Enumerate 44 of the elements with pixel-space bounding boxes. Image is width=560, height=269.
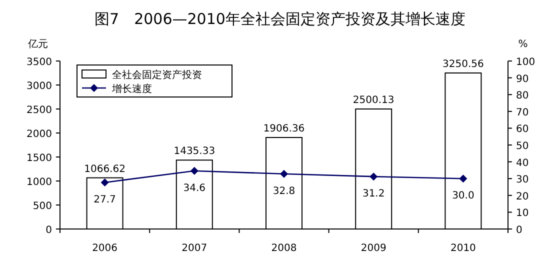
point — [190, 166, 198, 175]
point — [459, 174, 468, 183]
x-tick-label: 2009 — [360, 243, 386, 254]
data-label: 1906.36 — [263, 123, 305, 134]
data-label: 30.0 — [452, 190, 474, 202]
y2-tick-label: 90 — [516, 74, 529, 85]
data-label: 34.6 — [183, 182, 206, 194]
x-tick-label: 2010 — [450, 243, 476, 254]
y-tick-label: 1500 — [26, 153, 52, 164]
data-label: 1066.62 — [84, 164, 126, 175]
y2-tick-label: 30 — [516, 174, 529, 186]
point — [370, 172, 378, 181]
y2-tick-label: 60 — [516, 124, 529, 136]
y-tick-label: 2500 — [26, 105, 52, 116]
y-tick-label: 3000 — [26, 81, 52, 92]
x-tick-label: 2007 — [182, 243, 208, 254]
x-tick-label: 2008 — [271, 243, 297, 254]
legend-label: 全社会固定资产投资 — [112, 69, 202, 81]
data-label: 1435.33 — [174, 146, 216, 158]
y2-tick-label: 80 — [516, 90, 529, 102]
data-label: 31.2 — [362, 188, 385, 200]
y2-tick-label: 20 — [516, 191, 529, 202]
legend-label: 增长速度 — [111, 83, 152, 95]
y2-tick-label: 70 — [516, 107, 529, 118]
y-tick-label: 2000 — [26, 129, 52, 140]
y-tick-label: 0 — [46, 225, 52, 236]
y-tick-label: 1000 — [26, 177, 52, 188]
data-label: 2500.13 — [352, 94, 394, 106]
data-label: 3250.56 — [442, 58, 484, 70]
y2-tick-label: 10 — [516, 208, 529, 220]
x-tick-label: 2006 — [92, 243, 118, 254]
y-tick-label: 500 — [32, 201, 52, 212]
y-axis-title: 亿元 — [27, 39, 48, 50]
y2-axis-title: % — [518, 39, 528, 50]
y2-tick-label: 40 — [516, 158, 529, 169]
point — [100, 178, 109, 186]
point — [280, 170, 288, 178]
y2-tick-label: 100 — [516, 57, 536, 68]
data-label: 32.8 — [272, 186, 296, 197]
chart-title: 图7 2006—2010年全社会固定资产投资及其增长速度 — [94, 10, 466, 28]
y2-tick-label: 50 — [516, 141, 529, 152]
data-label: 27.7 — [94, 194, 116, 206]
y2-tick-label: 0 — [516, 225, 522, 236]
y-tick-label: 3500 — [26, 57, 52, 68]
